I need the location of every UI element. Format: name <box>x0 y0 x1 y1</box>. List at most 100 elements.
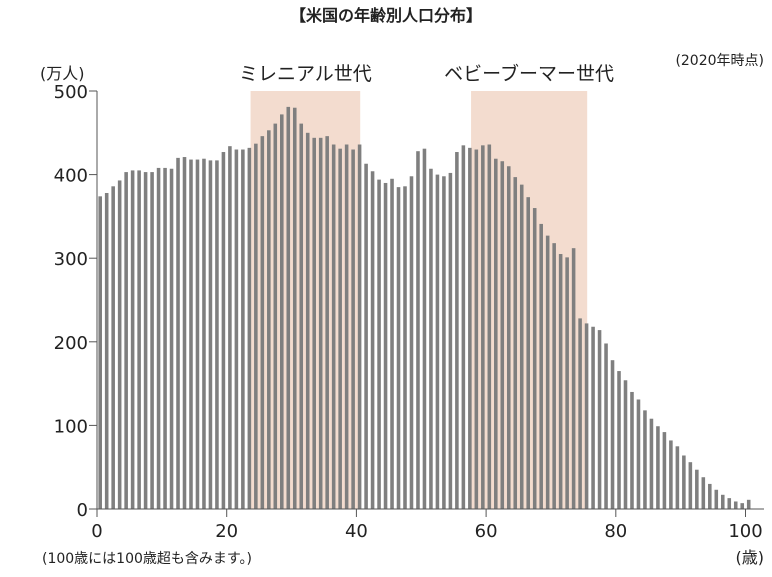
bar-age-50 <box>422 148 427 509</box>
bar-age-28 <box>280 114 284 510</box>
bar-age-7 <box>143 172 148 510</box>
bar-age-1 <box>104 192 109 509</box>
bar-age-81 <box>623 380 628 509</box>
bar-age-4 <box>124 172 128 510</box>
bar-age-85 <box>649 418 654 509</box>
bar-age-84 <box>643 410 647 509</box>
bar-age-31 <box>299 123 304 509</box>
y-tick-label-0: 0 <box>77 500 88 521</box>
x-tick-label-20: 20 <box>215 521 238 542</box>
bar-age-27 <box>273 123 278 509</box>
bar-age-93 <box>701 477 706 509</box>
highlight-label-1: ベビーブーマー世代 <box>444 62 614 85</box>
bar-age-96 <box>720 494 725 509</box>
bar-age-74 <box>578 318 582 509</box>
bar-age-88 <box>669 440 673 509</box>
y-axis-label: (万人) <box>40 64 85 83</box>
bar-age-97 <box>727 498 732 509</box>
bar-age-66 <box>526 197 531 509</box>
bar-age-44 <box>383 182 388 509</box>
bar-age-61 <box>494 158 498 509</box>
bar-age-69 <box>545 235 550 510</box>
bar-age-35 <box>325 136 329 510</box>
bar-age-77 <box>597 330 602 509</box>
bar-age-62 <box>500 161 505 509</box>
bar-age-68 <box>539 223 543 509</box>
bar-age-10 <box>163 167 167 510</box>
bar-age-67 <box>532 208 537 510</box>
bar-age-94 <box>708 483 712 509</box>
x-tick-label-0: 0 <box>91 521 102 542</box>
bar-age-99 <box>740 503 745 509</box>
y-tick-label-500: 500 <box>54 82 88 103</box>
bar-age-57 <box>468 147 472 509</box>
tick-marks <box>89 90 747 517</box>
bar-age-22 <box>241 149 245 509</box>
bar-age-5 <box>130 170 135 510</box>
bar-age-52 <box>435 174 440 509</box>
bars <box>98 106 751 510</box>
bar-age-18 <box>215 160 219 509</box>
bar-age-2 <box>111 186 115 509</box>
bar-age-11 <box>169 168 174 510</box>
bar-age-47 <box>403 186 407 509</box>
x-tick-label-40: 40 <box>345 521 368 542</box>
bar-age-13 <box>182 157 187 509</box>
x-tick-label-80: 80 <box>604 521 627 542</box>
y-tick-label-300: 300 <box>54 249 88 270</box>
bar-age-58 <box>474 149 479 509</box>
bar-age-8 <box>150 172 154 510</box>
bar-age-21 <box>234 149 239 509</box>
bar-age-39 <box>351 149 355 509</box>
bar-age-34 <box>318 137 323 510</box>
bar-age-82 <box>630 391 634 509</box>
bar-age-80 <box>617 371 621 509</box>
bar-age-29 <box>286 106 291 509</box>
bar-age-91 <box>688 462 693 509</box>
bar-age-95 <box>714 489 719 509</box>
bar-age-26 <box>267 130 271 510</box>
bar-age-59 <box>481 145 485 509</box>
x-tick-label-100: 100 <box>728 521 762 542</box>
bar-age-43 <box>377 179 381 509</box>
bar-age-14 <box>189 159 193 509</box>
bar-age-86 <box>656 426 660 509</box>
bar-age-33 <box>312 137 316 510</box>
bar-age-75 <box>584 323 589 509</box>
highlight-labels: ミレニアル世代 ベビーブーマー世代 <box>239 62 614 85</box>
bar-age-45 <box>390 178 394 509</box>
bar-age-64 <box>513 177 518 509</box>
bar-age-92 <box>695 469 699 509</box>
bar-age-55 <box>455 152 459 509</box>
bar-age-87 <box>662 432 667 509</box>
chart-title: 【米国の年齢別人口分布】 <box>290 6 482 25</box>
bar-age-79 <box>610 360 615 509</box>
x-tick-label-60: 60 <box>475 521 498 542</box>
footnote: (100歳には100歳超も含みます。) <box>42 551 252 567</box>
bar-age-63 <box>506 166 511 510</box>
bar-age-12 <box>176 157 180 509</box>
bar-age-37 <box>338 148 342 509</box>
bar-age-46 <box>396 187 401 509</box>
bar-age-36 <box>331 144 336 509</box>
bar-age-16 <box>202 158 206 509</box>
bar-age-30 <box>292 107 297 509</box>
chart-subtitle: (2020年時点) <box>675 53 764 69</box>
bar-age-78 <box>604 343 608 509</box>
bar-age-24 <box>254 143 258 509</box>
bar-age-9 <box>156 167 161 510</box>
bar-age-32 <box>305 132 310 510</box>
bar-age-90 <box>682 455 686 509</box>
highlight-band-0 <box>250 91 361 509</box>
bar-age-48 <box>409 176 414 509</box>
bar-age-72 <box>565 257 569 509</box>
bar-age-53 <box>442 176 446 509</box>
y-tick-label-200: 200 <box>54 333 88 354</box>
bar-age-23 <box>247 147 252 509</box>
bar-age-40 <box>357 144 362 509</box>
bar-age-19 <box>221 152 226 509</box>
bar-age-6 <box>137 170 141 510</box>
bar-age-60 <box>487 144 492 509</box>
bar-age-56 <box>461 145 466 509</box>
